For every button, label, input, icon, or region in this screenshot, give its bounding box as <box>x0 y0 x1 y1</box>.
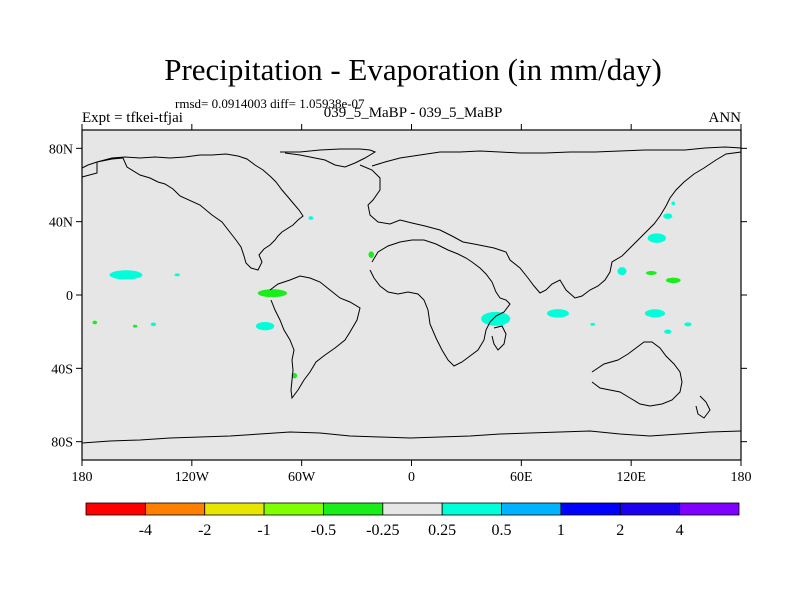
coastline-australia <box>591 341 683 407</box>
stats-line: rmsd= 0.0914003 diff= 1.05938e-07 <box>175 96 365 111</box>
coastline-madagascar <box>491 325 507 351</box>
colorbar-label: -0.5 <box>311 522 336 539</box>
colorbar: -4 -2 -1 -0.5 -0.25 0.25 0.5 1 2 4 <box>85 502 740 539</box>
anomaly-patch <box>92 320 98 325</box>
colorbar-label: -2 <box>198 522 211 539</box>
anomaly-patch <box>255 321 275 331</box>
x-tick-label: 120E <box>616 470 646 485</box>
colorbar-swatch <box>323 502 384 516</box>
colorbar-label: 0.5 <box>492 522 512 539</box>
anomaly-patch <box>109 270 143 280</box>
anomaly-patch <box>647 233 666 243</box>
anomaly-patch <box>150 322 157 327</box>
chart-title: Precipitation - Evaporation (in mm/day) <box>164 52 662 87</box>
colorbar-swatch <box>679 502 740 516</box>
coastline-greenland <box>280 148 377 168</box>
coastline-europe-asia <box>359 146 742 299</box>
x-tick-label: 120W <box>175 470 210 485</box>
y-tick-label: 40N <box>49 216 73 231</box>
anomaly-patch <box>671 201 676 206</box>
colorbar-label: 2 <box>616 522 624 539</box>
colorbar-label: -4 <box>139 522 152 539</box>
anomaly-patch <box>663 213 673 219</box>
anomaly-patch <box>617 267 627 276</box>
x-tick-label: 60W <box>288 470 316 485</box>
colorbar-swatch <box>560 502 621 516</box>
x-tick-label: 180 <box>731 470 752 485</box>
colorbar-swatch <box>619 502 681 516</box>
y-tick-label: 40S <box>51 362 73 377</box>
coastline-south-america <box>269 275 361 400</box>
anomaly-patch <box>665 277 681 284</box>
colorbar-swatch <box>441 502 502 516</box>
map-background <box>82 130 741 460</box>
colorbar-swatch <box>263 502 324 516</box>
colorbar-label: 1 <box>557 522 565 539</box>
coastlines <box>81 146 742 444</box>
anomaly-patch <box>590 322 596 326</box>
anomaly-patch <box>368 251 374 258</box>
y-tick-label: 0 <box>66 289 73 304</box>
colorbar-swatch <box>501 502 562 516</box>
anomaly-patch <box>644 309 666 318</box>
anomaly-layer <box>92 201 692 379</box>
season-label: ANN <box>708 110 742 126</box>
colorbar-swatch <box>85 502 146 516</box>
x-tick-label: 0 <box>408 470 415 485</box>
anomaly-patch <box>481 311 511 326</box>
anomaly-patch <box>664 329 672 334</box>
colorbar-label: -0.25 <box>366 522 399 539</box>
x-tick-label: 60E <box>510 470 533 485</box>
coastline-antarctica <box>81 430 742 444</box>
y-tick-label: 80S <box>51 436 73 451</box>
colorbar-swatch <box>144 502 206 516</box>
experiment-label: Expt = tfkei-tfjai <box>82 110 183 126</box>
coastline-africa <box>369 239 511 367</box>
anomaly-patch <box>257 289 288 298</box>
case-label: 039_5_MaBP - 039_5_MaBP <box>323 105 503 121</box>
colorbar-swatch <box>204 502 265 516</box>
y-tick-label: 80N <box>49 142 73 157</box>
colorbar-label: 4 <box>676 522 684 539</box>
x-tick-label: 180 <box>72 470 93 485</box>
coastline-north-america <box>81 153 304 271</box>
coastline-new-zealand <box>695 395 711 419</box>
anomaly-patch <box>546 309 569 318</box>
colorbar-label: 0.25 <box>428 522 456 539</box>
anomaly-patch <box>174 273 180 277</box>
anomaly-patch <box>132 324 138 328</box>
anomaly-patch <box>684 322 692 327</box>
anomaly-patch <box>308 216 314 220</box>
colorbar-swatch <box>382 502 443 516</box>
anomaly-patch <box>645 270 657 276</box>
axes: 180 120W 60W 0 60E 120E 180 80N 40N 0 40S 80S <box>49 124 752 485</box>
colorbar-label: -1 <box>257 522 270 539</box>
